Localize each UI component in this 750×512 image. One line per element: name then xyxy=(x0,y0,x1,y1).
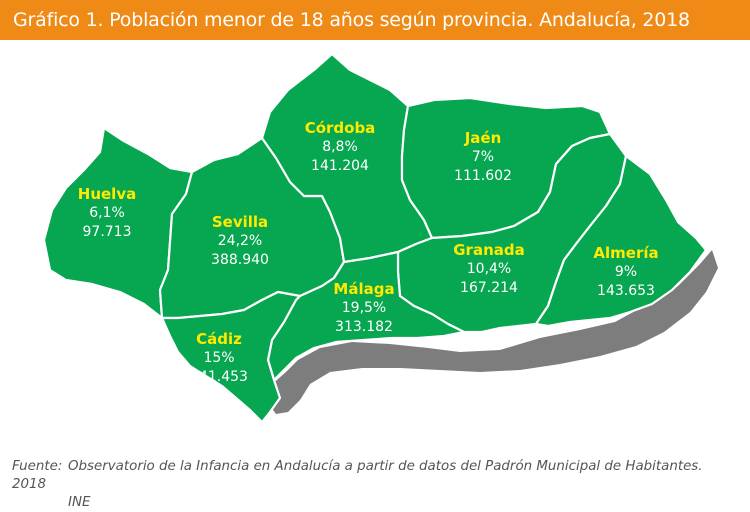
label-huelva-percent: 6,1% xyxy=(89,205,125,221)
label-huelva-name: Huelva xyxy=(78,185,136,203)
label-granada-population: 167.214 xyxy=(460,280,518,296)
label-almeria-name: Almería xyxy=(593,244,658,262)
province-almeria xyxy=(534,154,708,328)
label-granada-name: Granada xyxy=(453,241,525,259)
source-text-2: INE xyxy=(68,495,91,510)
label-malaga-percent: 19,5% xyxy=(342,300,386,316)
source-text-1: Observatorio de la Infancia en Andalucía… xyxy=(12,459,703,492)
source-note: Fuente: Observatorio de la Infancia en An… xyxy=(12,458,737,512)
source-line-2: INE xyxy=(12,494,737,512)
label-jaen-population: 111.602 xyxy=(454,168,512,184)
map-svg: Huelva 6,1% 97.713 Sevilla 24,2% 388.940… xyxy=(42,52,718,424)
label-jaen-name: Jaén xyxy=(464,129,502,147)
andalucia-map: Huelva 6,1% 97.713 Sevilla 24,2% 388.940… xyxy=(0,40,750,450)
label-sevilla-name: Sevilla xyxy=(212,213,268,231)
label-cordoba-population: 141.204 xyxy=(311,158,369,174)
map-shadow xyxy=(266,250,718,414)
label-cadiz-percent: 15% xyxy=(203,350,234,366)
label-huelva-population: 97.713 xyxy=(83,224,132,240)
title-bar: Gráfico 1. Población menor de 18 años se… xyxy=(0,0,750,40)
label-malaga-population: 313.182 xyxy=(335,319,393,335)
label-cordoba-percent: 8,8% xyxy=(322,139,358,155)
province-cadiz xyxy=(160,290,302,424)
label-sevilla-population: 388.940 xyxy=(211,252,269,268)
label-cadiz-name: Cádiz xyxy=(196,330,242,348)
label-almeria-population: 143.653 xyxy=(597,283,655,299)
label-jaen-percent: 7% xyxy=(472,149,494,165)
page-title: Gráfico 1. Población menor de 18 años se… xyxy=(13,9,690,31)
source-prefix: Fuente: xyxy=(12,459,63,474)
label-cadiz-population: 241.453 xyxy=(190,369,248,385)
label-cordoba-name: Córdoba xyxy=(305,119,376,137)
source-line-1: Fuente: Observatorio de la Infancia en An… xyxy=(12,458,737,494)
label-almeria-percent: 9% xyxy=(615,264,637,280)
label-granada-percent: 10,4% xyxy=(467,261,511,277)
label-malaga-name: Málaga xyxy=(333,280,394,298)
label-sevilla-percent: 24,2% xyxy=(218,233,262,249)
